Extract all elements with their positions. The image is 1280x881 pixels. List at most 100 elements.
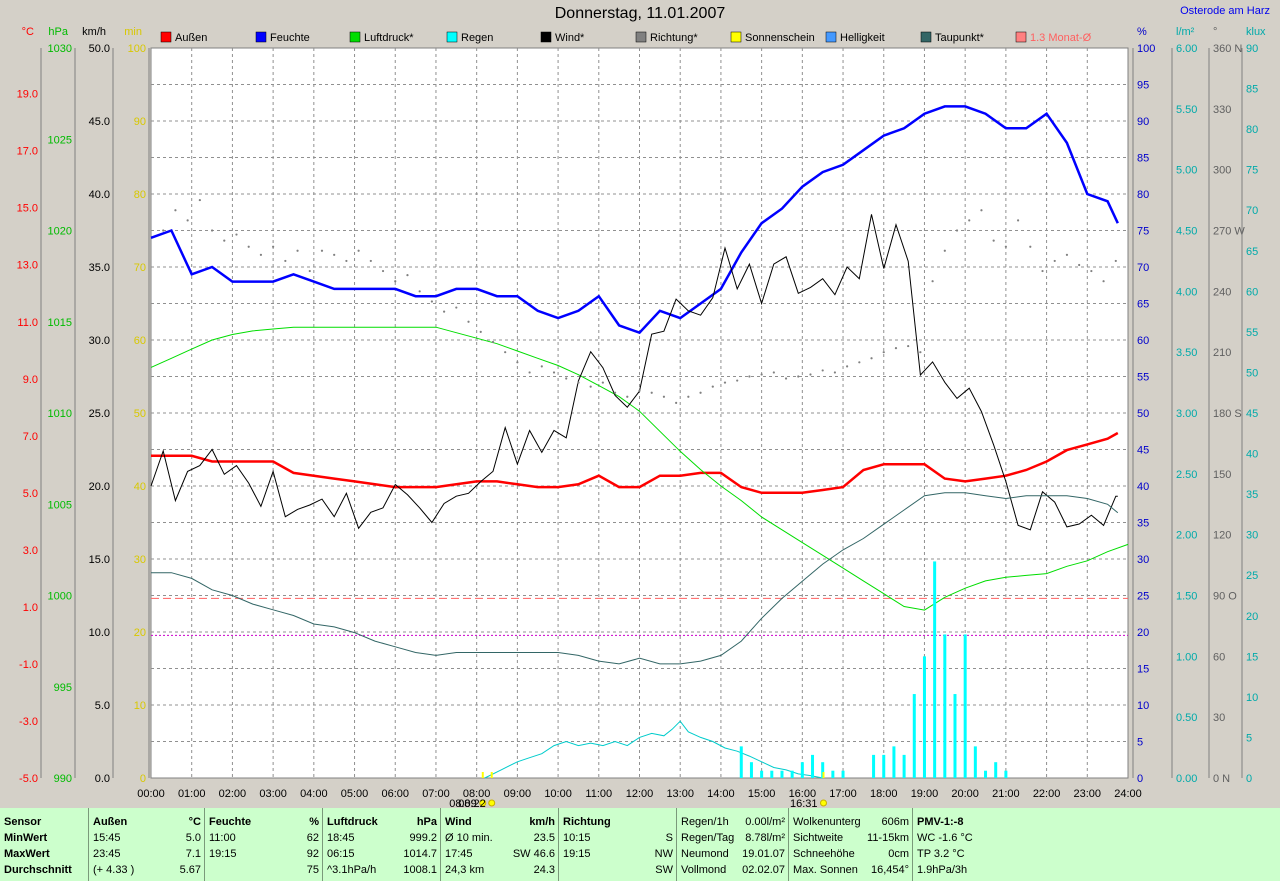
direction-dot <box>162 229 165 232</box>
y-tick-rain: 1.50 <box>1176 591 1197 603</box>
rain-bar <box>943 634 947 778</box>
y-tick-direction: 150 <box>1213 469 1231 481</box>
direction-dot <box>613 391 617 394</box>
y-tick-rain: 0.50 <box>1176 712 1197 724</box>
x-tick-label: 01:00 <box>178 788 206 800</box>
y-tick-direction: 240 <box>1213 286 1231 298</box>
direction-dot <box>357 249 360 252</box>
series-line-luftdruck <box>150 326 1129 611</box>
footer-col-wind: Wind km/h Ø 10 min. 23.5 17:45 SW 46.6 24,3… <box>440 808 559 881</box>
footer-pressure-trend: 1.9hPa/3h <box>917 864 968 876</box>
direction-dot <box>223 239 226 242</box>
rain-bar <box>892 746 896 778</box>
direction-dot <box>736 379 739 382</box>
direction-dot <box>467 320 470 323</box>
direction-dot <box>784 377 788 380</box>
footer-wolken-val: 606m <box>881 816 909 828</box>
x-tick-label: 13:00 <box>666 788 694 800</box>
direction-dot <box>235 233 238 236</box>
rain-bar <box>739 746 743 778</box>
direction-dot <box>455 306 458 309</box>
rain-bar <box>902 754 906 778</box>
y-tick-pressure: 1000 <box>48 591 72 603</box>
rain-bar <box>790 770 794 778</box>
direction-dot <box>699 391 702 394</box>
direction-dot <box>1078 263 1081 267</box>
footer-pmv-header: PMV-1:-8 <box>917 816 964 828</box>
direction-dot <box>650 391 653 394</box>
legend-label: Sonnenschein <box>745 32 815 44</box>
direction-dot <box>894 347 898 350</box>
y-tick-brightness: 65 <box>1246 246 1258 258</box>
footer-wind-min-time: Ø 10 min. <box>445 832 493 844</box>
y-tick-humidity: 30 <box>1137 554 1149 566</box>
y-tick-sunshine: 20 <box>134 627 146 639</box>
rain-bar <box>953 694 957 778</box>
legend-swatch <box>1015 31 1027 43</box>
direction-dot <box>381 269 385 273</box>
footer-luftdruck-min-val: 999.2 <box>409 832 437 844</box>
y-tick-direction: 120 <box>1213 530 1231 542</box>
y-tick-wind: 30.0 <box>89 335 110 347</box>
y-tick-temp: -1.0 <box>19 659 38 671</box>
y-tick-direction: 210 <box>1213 347 1231 359</box>
direction-dot <box>919 351 922 354</box>
y-tick-temp: 5.0 <box>23 488 38 500</box>
x-tick-label: 05:00 <box>341 788 369 800</box>
direction-dot <box>882 351 885 354</box>
y-tick-rain: 6.00 <box>1176 43 1197 55</box>
y-tick-sunshine: 30 <box>134 554 146 566</box>
footer-schnee-label: Schneehöhe <box>793 848 855 860</box>
y-tick-humidity: 75 <box>1137 226 1149 238</box>
x-tick-label: 17:00 <box>829 788 857 800</box>
series-line-feuchte <box>150 105 1119 335</box>
footer-richtung-header: Richtung <box>563 816 611 828</box>
footer-regentag-label: Regen/Tag <box>681 832 735 844</box>
y-tick-brightness: 70 <box>1246 205 1258 217</box>
direction-dot <box>1065 253 1069 256</box>
direction-dot <box>272 245 275 248</box>
x-tick-label: 21:00 <box>992 788 1020 800</box>
x-tick-label: 14:00 <box>707 788 735 800</box>
y-tick-pressure: 1005 <box>48 499 72 511</box>
y-tick-direction: 330 <box>1213 104 1231 116</box>
axis-unit-brightness: klux <box>1246 26 1266 38</box>
y-tick-temp: 3.0 <box>23 545 38 557</box>
legend-label: Richtung* <box>650 32 698 44</box>
footer-regen1h-val: 0.00l/m² <box>745 816 785 828</box>
direction-dot <box>931 280 934 283</box>
footer-feuchte-max-val: 92 <box>306 848 319 860</box>
footer-richtung-avg-val: SW <box>655 864 673 876</box>
direction-dot <box>943 249 946 252</box>
direction-dot <box>870 357 873 360</box>
direction-dot <box>552 371 556 374</box>
y-tick-wind: 0.0 <box>95 773 110 785</box>
footer-sonnen-val: 16,454° <box>870 864 909 876</box>
direction-dot <box>296 249 299 252</box>
y-tick-rain: 0.00 <box>1176 773 1197 785</box>
y-tick-brightness: 25 <box>1246 570 1258 582</box>
location-label: Osterode am Harz <box>1180 5 1270 17</box>
direction-dot <box>662 395 666 398</box>
axis-unit-direction: ° <box>1213 26 1217 38</box>
y-tick-humidity: 25 <box>1137 591 1149 603</box>
rain-bar <box>963 634 967 778</box>
footer-col-feuchte: Feuchte% 11:00 62 19:15 92 75 <box>204 808 323 881</box>
direction-dot <box>1053 259 1056 263</box>
y-tick-humidity: 0 <box>1137 773 1143 785</box>
rain-bar <box>882 754 886 778</box>
footer-max-label: MaxWert <box>4 848 50 860</box>
y-tick-brightness: 30 <box>1246 530 1258 542</box>
footer-vollmond-val: 02.02.07 <box>742 864 785 876</box>
footer-sonnen-label: Max. Sonnen <box>793 864 858 876</box>
legend-label: Luftdruck* <box>364 32 414 44</box>
y-tick-wind: 5.0 <box>95 700 110 712</box>
y-tick-humidity: 55 <box>1137 372 1149 384</box>
y-tick-wind: 40.0 <box>89 189 110 201</box>
sun-marker-dot <box>479 799 487 807</box>
footer-regentag-val: 8.78l/m² <box>745 832 785 844</box>
footer-col-sicht: Wolkenunterg 606m Sichtweite 11-15km Schne… <box>788 808 913 881</box>
y-tick-brightness: 75 <box>1246 165 1258 177</box>
y-tick-humidity: 15 <box>1137 664 1149 676</box>
y-tick-wind: 20.0 <box>89 481 110 493</box>
